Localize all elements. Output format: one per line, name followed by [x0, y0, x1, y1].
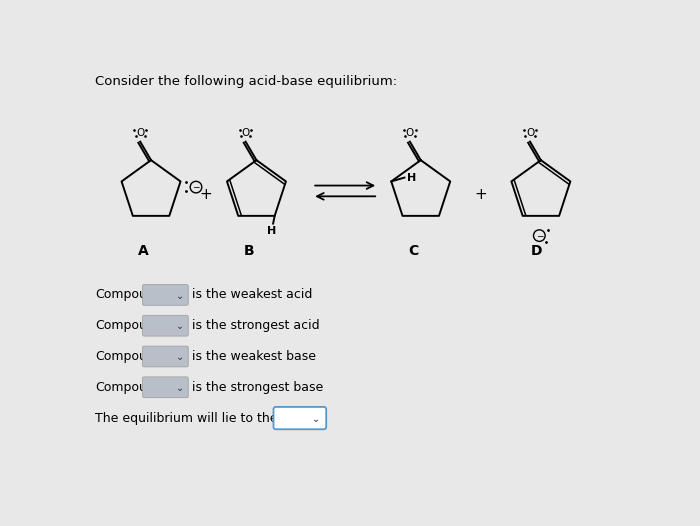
Text: Compound: Compound — [95, 319, 163, 332]
Text: Compound: Compound — [95, 350, 163, 363]
Text: ⌄: ⌄ — [312, 414, 320, 424]
Text: O: O — [406, 128, 414, 138]
Text: H: H — [407, 173, 416, 183]
Text: Compound: Compound — [95, 288, 163, 301]
Text: The equilibrium will lie to the: The equilibrium will lie to the — [95, 411, 278, 424]
Text: O: O — [136, 128, 144, 138]
Text: H: H — [267, 226, 276, 236]
Text: −: − — [536, 231, 543, 240]
Text: C: C — [408, 244, 418, 258]
Text: ⌄: ⌄ — [176, 321, 185, 331]
FancyBboxPatch shape — [143, 285, 188, 305]
Text: Compound: Compound — [95, 381, 163, 394]
Text: −: − — [193, 183, 200, 191]
Text: is the weakest acid: is the weakest acid — [192, 288, 312, 301]
Text: is the weakest base: is the weakest base — [192, 350, 316, 363]
Text: is the strongest base: is the strongest base — [192, 381, 323, 394]
Text: ⌄: ⌄ — [176, 291, 185, 301]
Text: D: D — [531, 244, 542, 258]
FancyBboxPatch shape — [143, 346, 188, 367]
FancyBboxPatch shape — [143, 315, 188, 336]
Text: +: + — [199, 187, 211, 203]
Text: is the strongest acid: is the strongest acid — [192, 319, 320, 332]
FancyBboxPatch shape — [274, 407, 326, 429]
Text: A: A — [138, 244, 148, 258]
Text: Consider the following acid-base equilibrium:: Consider the following acid-base equilib… — [95, 75, 398, 88]
Text: O: O — [526, 128, 534, 138]
FancyBboxPatch shape — [143, 377, 188, 398]
Text: ⌄: ⌄ — [176, 352, 185, 362]
Text: +: + — [475, 187, 488, 203]
Text: B: B — [244, 244, 254, 258]
Text: O: O — [241, 128, 250, 138]
Text: ⌄: ⌄ — [176, 383, 185, 393]
